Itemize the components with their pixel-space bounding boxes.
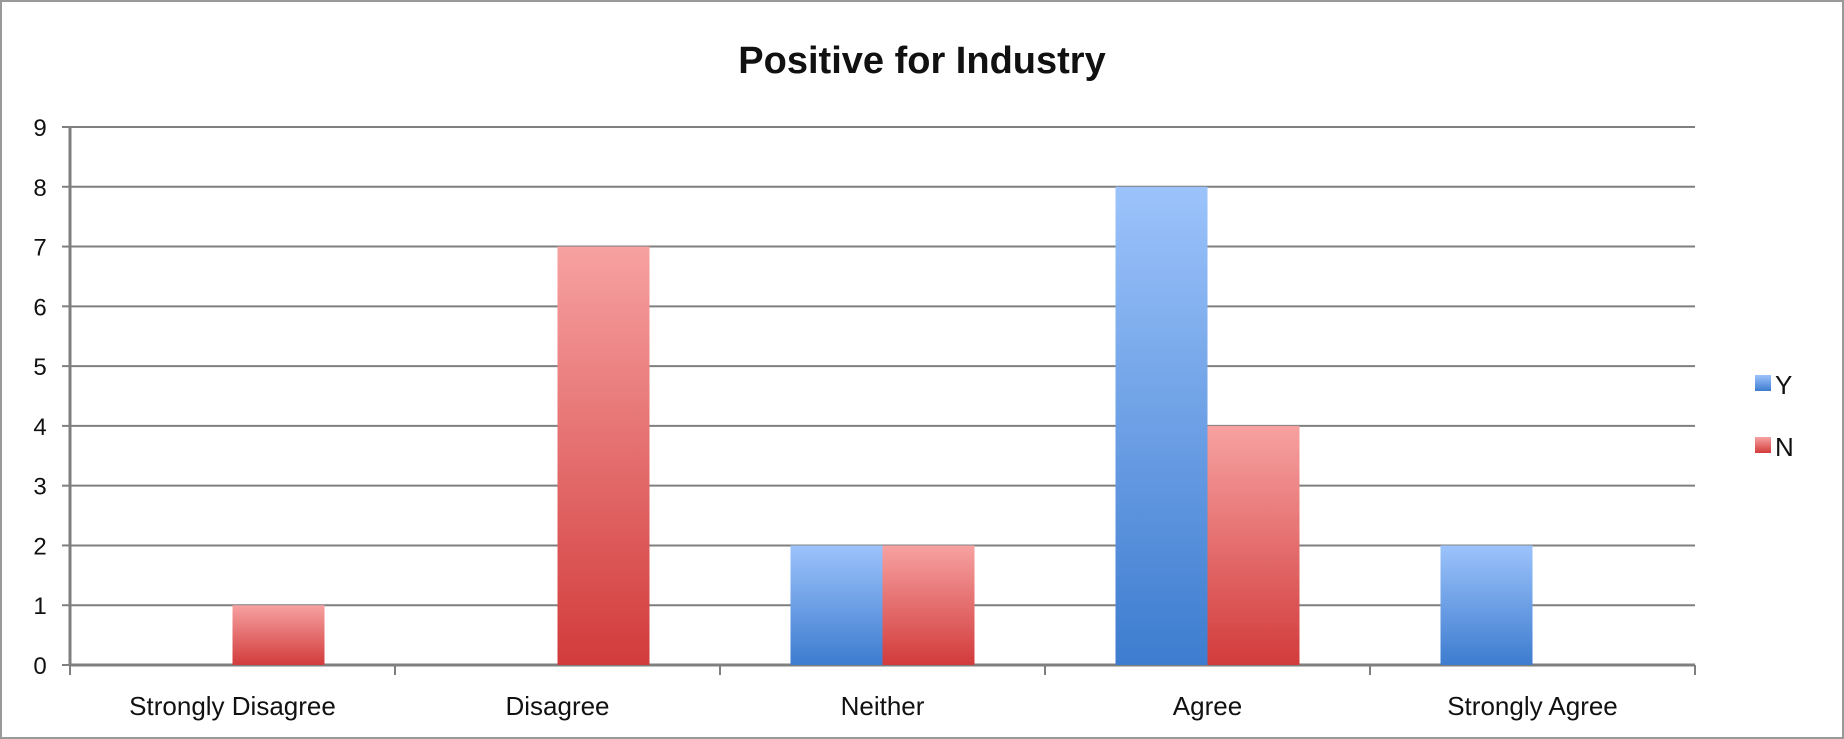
bars [232,186,1533,666]
x-category-label: Strongly Agree [1447,691,1618,721]
y-tick-label-9: 9 [33,115,46,142]
legend-label-Y: Y [1775,370,1792,400]
legend-swatch-N [1755,437,1771,453]
bar-Y-strongly-agree [1440,545,1533,665]
x-category-label: Disagree [505,691,609,721]
y-tick-label-4: 4 [33,414,46,441]
chart-title: Positive for Industry [738,40,1105,82]
legend: YN [1755,370,1794,462]
gridlines [70,126,1695,607]
y-tick-label-6: 6 [33,294,46,321]
x-category-label: Strongly Disagree [129,691,336,721]
bar-N-agree [1207,425,1300,665]
x-category-label: Agree [1173,691,1242,721]
bar-N-disagree [557,246,650,666]
y-tick-label-8: 8 [33,175,46,202]
y-tick-label-0: 0 [33,653,46,680]
x-axis-categories: Strongly Disagree Disagree Neither Agree Str… [129,691,1618,721]
bar-Y-agree [1115,186,1208,665]
legend-label-N: N [1775,432,1794,462]
y-axis-ticks: 0 1 2 3 4 5 6 7 8 9 [33,115,46,680]
legend-swatch-Y [1755,375,1771,391]
bar-N-neither [882,545,975,665]
y-tick-label-7: 7 [33,235,46,262]
y-tick-label-1: 1 [33,593,46,620]
x-category-label: Neither [841,691,925,721]
y-tick-label-3: 3 [33,474,46,501]
y-tick-label-2: 2 [33,533,46,560]
bar-N-strongly-disagree [232,605,325,665]
bar-Y-neither [790,545,883,665]
y-tick-label-5: 5 [33,354,46,381]
